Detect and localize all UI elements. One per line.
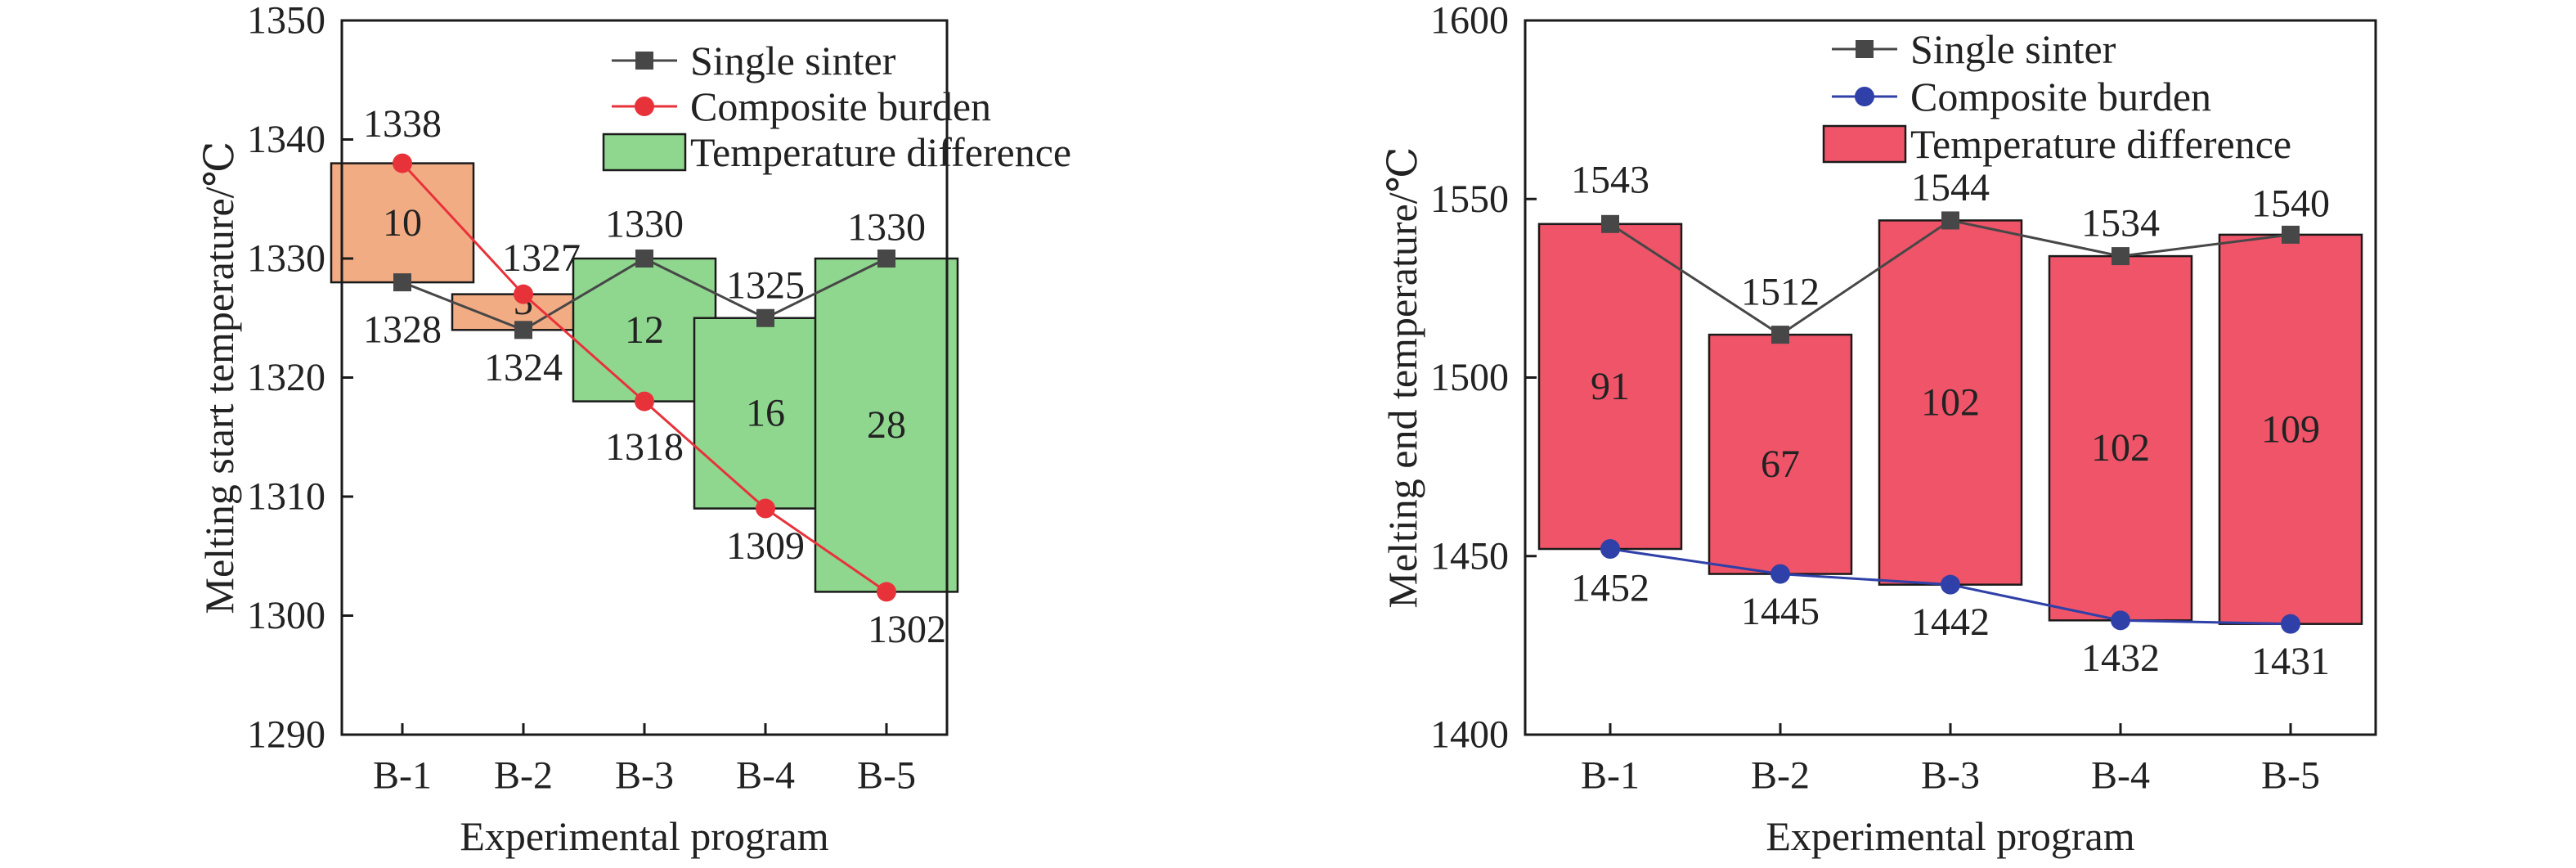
single-sinter-value-label: 1543: [1571, 158, 1649, 201]
x-tick-label: B-2: [494, 754, 553, 798]
single-sinter-value-label: 1325: [726, 263, 805, 307]
composite-burden-marker: [393, 153, 412, 173]
x-tick-label: B-5: [2261, 754, 2320, 798]
composite-burden-value-label: 1445: [1741, 590, 1820, 633]
temperature-difference-bar: [2048, 254, 2193, 622]
temperature-difference-label: 28: [867, 403, 906, 447]
legend-temperature-difference-swatch: [1822, 124, 1907, 164]
legend-label: Single sinter: [690, 38, 896, 83]
legend-label: Temperature difference: [1910, 121, 2291, 167]
composite-burden-value-label: 1452: [1571, 567, 1649, 610]
x-axis-label: Experimental program: [460, 813, 828, 859]
single-sinter-value-label: 1540: [2251, 182, 2330, 225]
x-tick-label: B-1: [373, 754, 432, 798]
single-sinter-value-label: 1534: [2081, 202, 2160, 245]
composite-burden-value-label: 1431: [2251, 640, 2330, 683]
y-tick-label: 1500: [1430, 356, 1509, 399]
y-tick-label: 1400: [1430, 713, 1509, 757]
single-sinter-value-label: 1330: [847, 206, 926, 250]
legend-temperature-difference-swatch: [602, 133, 687, 172]
legend-single-sinter-marker: [635, 52, 653, 70]
temperature-difference-bar: [1878, 219, 2023, 586]
legend-label: Composite burden: [690, 83, 991, 129]
chart-1: 1031216281328132413301325133013381327131…: [196, 0, 1071, 859]
y-tick-label: 1340: [247, 118, 325, 161]
y-tick-label: 1330: [247, 237, 325, 281]
temperature-difference-label: 109: [2261, 407, 2320, 451]
y-tick-label: 1310: [247, 475, 325, 519]
single-sinter-marker: [635, 250, 653, 268]
single-sinter-marker: [2112, 247, 2129, 266]
y-axis-label: Melting start temperature/℃: [196, 142, 242, 614]
y-tick-label: 1550: [1430, 178, 1509, 221]
composite-burden-value-label: 1309: [726, 524, 805, 568]
composite-burden-value-label: 1318: [605, 425, 684, 469]
x-tick-label: B-3: [1921, 754, 1980, 798]
chart-2: 91 67 102 102 109 1543 1512 1544 1534 1540 1452 144…: [1380, 0, 2377, 859]
single-sinter-marker: [877, 250, 895, 268]
single-sinter-value-label: 1512: [1741, 271, 1820, 314]
single-sinter-value-label: 1324: [484, 346, 563, 389]
legend-composite-burden-marker: [1855, 87, 1874, 106]
legend-label: Temperature difference: [690, 129, 1071, 175]
composite-burden-marker: [1600, 539, 1620, 560]
temperature-difference-bar: [1537, 223, 1683, 551]
single-sinter-marker: [514, 321, 532, 340]
composite-burden-marker: [1941, 574, 1960, 595]
single-sinter-marker: [756, 308, 774, 327]
legend-label: Single sinter: [1910, 26, 2116, 72]
composite-burden-marker: [514, 284, 533, 304]
composite-burden-marker: [635, 391, 654, 412]
temperature-difference-label: 102: [1921, 381, 1980, 425]
composite-burden-marker: [756, 498, 775, 519]
y-tick-label: 1290: [247, 713, 325, 757]
composite-burden-value-label: 1302: [868, 608, 946, 651]
temperature-difference-label: 67: [1761, 443, 1800, 486]
single-sinter-marker: [393, 273, 411, 292]
temperature-difference-label: 12: [625, 308, 664, 352]
x-tick-label: B-1: [1581, 754, 1640, 798]
x-axis-label: Experimental program: [1766, 813, 2134, 859]
composite-burden-value-label: 1327: [502, 236, 581, 280]
x-tick-label: B-3: [615, 754, 674, 798]
temperature-difference-label: 91: [1591, 365, 1630, 408]
single-sinter-value-label: 1328: [363, 308, 442, 352]
temperature-difference-label: 102: [2091, 426, 2150, 470]
composite-burden-marker: [2111, 610, 2130, 631]
composite-burden-marker: [877, 582, 896, 602]
x-tick-label: B-4: [736, 754, 795, 798]
x-tick-label: B-4: [2091, 754, 2150, 798]
temperature-difference-label: 10: [383, 201, 422, 245]
single-sinter-value-label: 1544: [1911, 166, 1990, 209]
single-sinter-value-label: 1330: [605, 203, 684, 246]
composite-burden-marker: [1770, 564, 1790, 584]
temperature-difference-bar: [2218, 233, 2363, 625]
composite-burden-value-label: 1442: [1911, 600, 1990, 644]
composite-burden-marker: [2281, 614, 2300, 634]
y-axis-label: Melting end temperature/℃: [1380, 146, 1425, 608]
temperature-difference-bar: [330, 162, 475, 284]
temperature-difference-label: 16: [746, 392, 785, 435]
legend-label: Composite burden: [1910, 74, 2211, 119]
y-tick-label: 1300: [247, 594, 325, 637]
single-sinter-marker: [1941, 211, 1959, 230]
single-sinter-marker: [2282, 225, 2300, 244]
composite-burden-value-label: 1432: [2081, 636, 2160, 680]
y-tick-label: 1450: [1430, 534, 1509, 578]
y-tick-label: 1350: [247, 0, 325, 43]
composite-burden-value-label: 1338: [363, 102, 442, 146]
legend-composite-burden-marker: [635, 97, 654, 116]
single-sinter-marker: [1601, 214, 1619, 233]
single-sinter-marker: [1771, 326, 1789, 344]
x-tick-label: B-5: [857, 754, 916, 798]
legend-single-sinter-marker: [1856, 40, 1874, 58]
y-tick-label: 1600: [1430, 0, 1509, 43]
x-tick-label: B-2: [1751, 754, 1810, 798]
y-tick-label: 1320: [247, 356, 325, 399]
